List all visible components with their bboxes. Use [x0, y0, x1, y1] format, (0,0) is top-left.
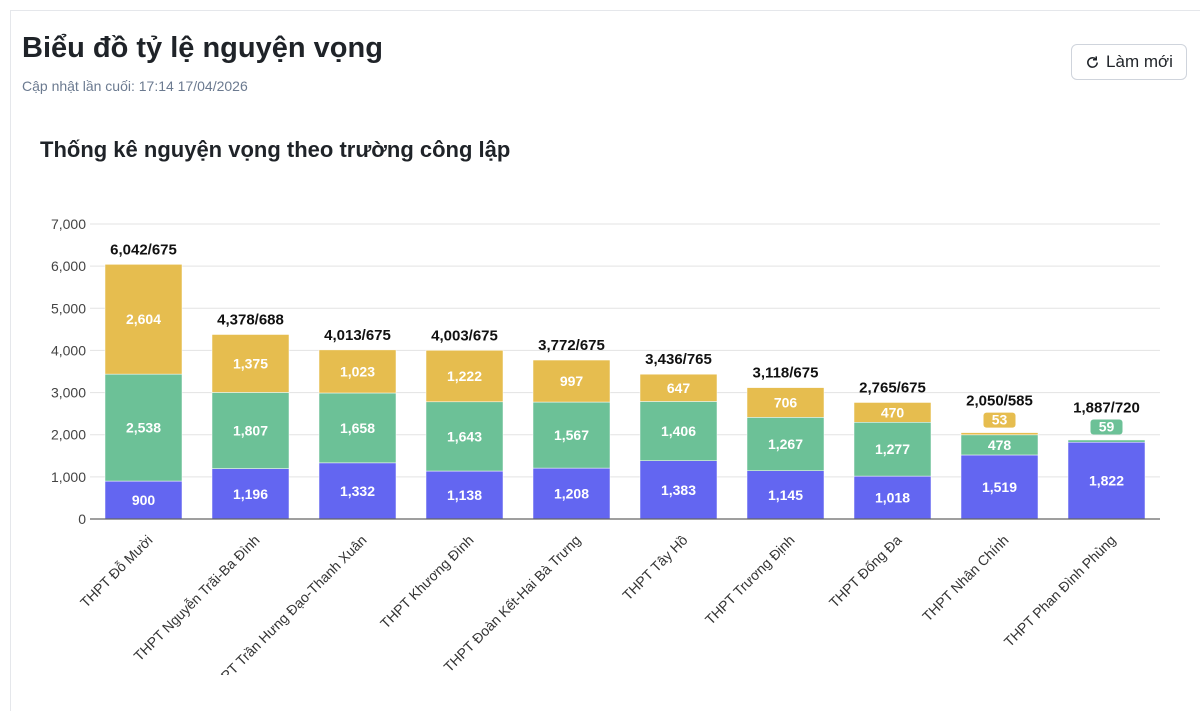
data-label: 1,196	[233, 486, 268, 502]
data-label: 1,138	[447, 487, 482, 503]
bar-segment-nv1	[318, 462, 397, 520]
data-label: 1,222	[447, 368, 482, 384]
bar-segment-nv3	[1067, 439, 1146, 441]
bar-segment-nv1	[746, 470, 825, 520]
bar-segment-nv1	[104, 480, 183, 520]
bar-segment-nv3	[211, 334, 290, 393]
x-tick-label: THPT Nhân Chính	[919, 532, 1012, 625]
bar-segment-nv2	[104, 373, 183, 482]
data-label: 59	[1099, 418, 1115, 434]
refresh-label: Làm mới	[1106, 52, 1173, 71]
data-label-background	[983, 412, 1016, 428]
bar-segment-nv1	[425, 470, 504, 520]
bar-segment-nv3	[853, 402, 932, 423]
y-tick-label: 3,000	[51, 385, 86, 401]
y-tick-label: 7,000	[51, 216, 86, 232]
total-label: 4,013/675	[324, 327, 391, 344]
bar-segment-nv3	[960, 432, 1039, 436]
total-label: 2,765/675	[859, 379, 926, 396]
bar-segment-nv1	[853, 475, 932, 520]
total-label: 3,118/675	[753, 365, 819, 382]
data-label: 997	[560, 373, 584, 389]
x-tick-label: THPT Nguyễn Trãi-Ba Đình	[130, 532, 262, 664]
data-label: 2,604	[126, 311, 161, 327]
data-label: 1,208	[554, 486, 589, 502]
y-tick-label: 2,000	[51, 427, 86, 443]
bar-segment-nv2	[853, 422, 932, 477]
x-tick-label: THPT Tây Hồ	[619, 532, 691, 604]
data-label: 1,267	[768, 436, 803, 452]
bar-segment-nv1	[1067, 441, 1146, 520]
bar-segment-nv3	[104, 264, 183, 375]
bar-segment-nv2	[425, 401, 504, 472]
bar-segment-nv1	[960, 454, 1039, 520]
bar-segment-nv2	[639, 401, 718, 461]
data-label: 647	[667, 380, 691, 396]
total-label: 4,003/675	[431, 327, 498, 344]
bar-segment-nv2	[211, 392, 290, 469]
data-label: 1,658	[340, 420, 375, 436]
data-label: 1,567	[554, 427, 589, 443]
y-tick-label: 1,000	[51, 469, 86, 485]
data-label: 1,643	[447, 428, 482, 444]
x-tick-label: THPT Đống Đa	[826, 532, 905, 611]
y-tick-label: 0	[78, 511, 86, 527]
total-label: 1,887/720	[1073, 399, 1140, 416]
bar-segment-nv3	[425, 350, 504, 403]
data-label: 1,406	[661, 423, 696, 439]
bar-segment-nv2	[746, 417, 825, 471]
card-frame	[10, 10, 1200, 711]
data-label: 53	[992, 412, 1008, 428]
data-label: 1,519	[982, 479, 1017, 495]
bar-segment-nv3	[639, 373, 718, 402]
refresh-button[interactable]: Làm mới	[1071, 44, 1187, 80]
bar-segment-nv1	[532, 467, 611, 520]
x-tick-label: THPT Đỗ Mười	[77, 532, 156, 611]
bar-segment-nv3	[318, 349, 397, 394]
x-tick-label: THPT Phan Đình Phùng	[1001, 532, 1119, 650]
bar-segment-nv2	[532, 401, 611, 469]
data-label: 1,822	[1089, 473, 1124, 489]
data-label: 1,332	[340, 483, 375, 499]
bar-segment-nv3	[746, 387, 825, 418]
bar-segment-nv1	[211, 468, 290, 520]
page-title: Biểu đồ tỷ lệ nguyện vọng	[22, 32, 383, 64]
y-tick-label: 5,000	[51, 300, 86, 316]
data-label: 706	[774, 394, 798, 410]
data-label: 1,277	[875, 441, 910, 457]
last-updated: Cập nhật lần cuối: 17:14 17/04/2026	[22, 78, 248, 94]
data-label: 470	[881, 404, 905, 420]
data-label: 1,145	[768, 487, 803, 503]
stacked-bar-chart: 0 1,000 2,000 3,000 4,000 5,000 6,000 7,000 900 2…	[51, 216, 1160, 675]
data-label-background	[1090, 419, 1123, 435]
bar-segment-nv1	[639, 460, 718, 520]
y-tick-label: 6,000	[51, 258, 86, 274]
data-label: 1,807	[233, 423, 268, 439]
total-label: 4,378/688	[217, 311, 284, 328]
data-label: 2,538	[126, 420, 161, 436]
data-label: 900	[132, 492, 156, 508]
data-label: 478	[988, 437, 1012, 453]
data-label: 1,018	[875, 490, 910, 506]
y-tick-label: 4,000	[51, 342, 86, 358]
chart-title: Thống kê nguyện vọng theo trường công lậ…	[40, 137, 511, 162]
data-label: 1,375	[233, 355, 268, 371]
data-label: 1,023	[340, 363, 375, 379]
data-label: 1,383	[661, 482, 696, 498]
x-tick-label: THPT Trương Định	[702, 532, 798, 628]
bar-segment-nv3	[532, 359, 611, 403]
x-tick-label: THPT Khương Đình	[377, 532, 477, 632]
total-label: 3,436/765	[645, 351, 712, 368]
total-label: 2,050/585	[966, 393, 1033, 410]
total-label: 6,042/675	[110, 241, 177, 258]
refresh-icon	[1087, 55, 1098, 68]
bar-segment-nv2	[318, 392, 397, 464]
total-label: 3,772/675	[538, 337, 605, 354]
